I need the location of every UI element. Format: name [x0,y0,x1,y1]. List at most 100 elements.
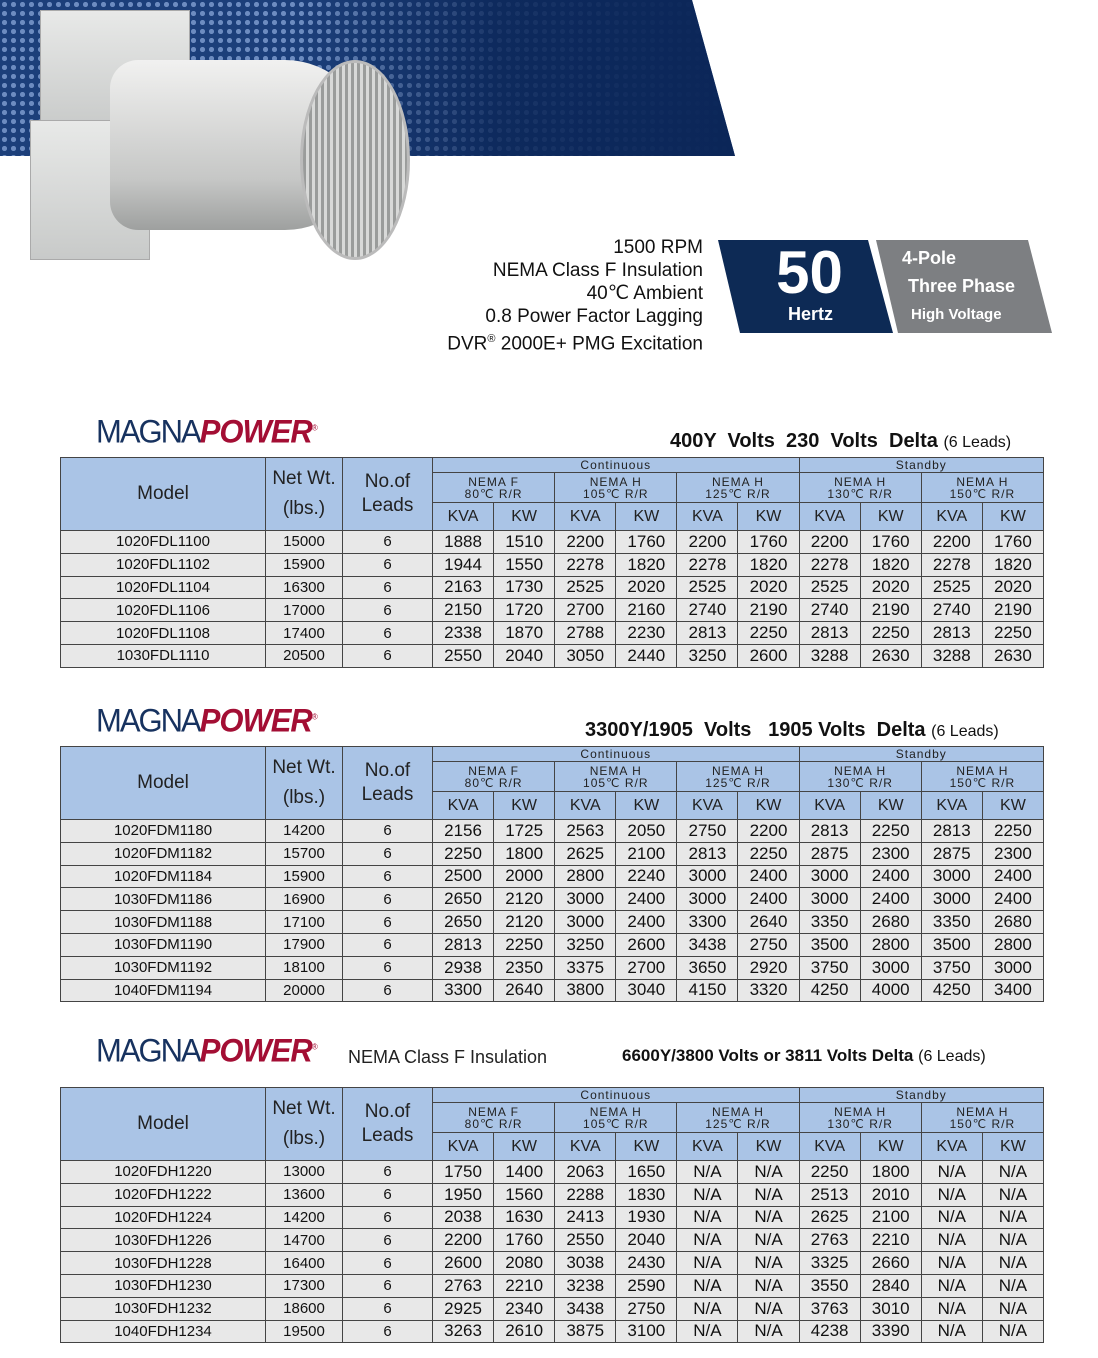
kva-cell: N/A [676,1296,739,1321]
header-net-weight: Net Wt. (lbs.) [265,1087,343,1161]
kva-cell: 4250 [920,978,983,1003]
kw-cell: 3400 [981,978,1045,1003]
net-weight-cell: 16300 [265,575,343,600]
kva-cell: 2750 [676,819,739,843]
header-kw: KW [493,502,556,531]
kva-cell: 2156 [431,819,495,843]
hertz-badge: 50 Hertz [718,240,893,333]
table-row: 1030FDM1192 18100 6 2938 2350 3375 2700 3650 292… [60,955,1045,980]
kw-cell: 1730 [493,575,556,600]
kva-cell: 3288 [920,643,983,668]
kva-cell: N/A [920,1251,983,1275]
voltage-label: 6600Y/3800 Volts or 3811 Volts Delta [622,1046,914,1065]
kva-cell: 2163 [431,575,495,600]
kw-cell: 1650 [615,1160,678,1184]
kva-cell: 2813 [920,819,983,843]
kva-cell: 2525 [920,575,983,600]
net-weight-cell: 19500 [265,1319,343,1344]
leads-cell: 6 [342,932,433,957]
header-model: Model [60,1087,266,1161]
kva-cell: 3500 [920,932,983,957]
kva-cell: 2813 [920,621,983,645]
kw-cell: 2240 [615,864,678,889]
kva-cell: 3263 [431,1319,495,1344]
kw-cell: 3040 [615,978,678,1003]
kw-cell: 2400 [859,864,922,889]
net-weight-cell: 20000 [265,978,343,1003]
voltage-heading: 3300Y/1905 Volts 1905 Volts Delta (6 Lea… [585,719,999,742]
kva-cell: 3300 [676,910,739,934]
kw-cell: N/A [737,1296,800,1321]
model-cell: 1030FDM1192 [60,955,266,980]
kva-cell: 1944 [431,552,495,577]
kw-cell: 1830 [615,1182,678,1207]
net-weight-cell: 20500 [265,643,343,668]
header-nema-rating: NEMA H 125℃ R/R [676,1102,800,1133]
header-nema-rating: NEMA F 80℃ R/R [431,761,556,792]
header-kw: KW [615,1132,678,1161]
net-weight-cell: 14200 [265,819,343,843]
kva-cell: 2813 [798,621,861,645]
model-cell: 1030FDM1186 [60,887,266,912]
kva-cell: 3000 [676,864,739,889]
kva-cell: 1888 [431,530,495,554]
kw-cell: 2350 [493,955,556,980]
kw-cell: 2080 [493,1251,556,1275]
kw-cell: 2000 [493,864,556,889]
kva-cell: N/A [676,1182,739,1207]
kva-cell: N/A [920,1160,983,1184]
model-cell: 1020FDH1224 [60,1205,266,1230]
kw-cell: 2020 [737,575,800,600]
kva-cell: 2288 [554,1182,617,1207]
kw-cell: N/A [737,1160,800,1184]
table-row: 1030FDH1230 17300 6 2763 2210 3238 2590 N/A N/A 3… [60,1273,1045,1298]
header-kw: KW [493,1132,556,1161]
pole-label: 4-Pole [902,248,957,268]
kw-cell: 3000 [859,955,922,980]
table-row: 1040FDH1234 19500 6 3263 2610 3875 3100 N/A N/A 4… [60,1319,1045,1344]
kw-cell: 2400 [737,864,800,889]
kva-cell: 2200 [676,530,739,554]
kw-cell: 2840 [859,1273,922,1298]
kw-cell: 1820 [615,552,678,577]
kva-cell: 2338 [431,621,495,645]
header-kw: KW [737,791,800,820]
hertz-value: 50 [776,239,843,306]
model-cell: 1020FDL1104 [60,575,266,600]
kva-cell: N/A [676,1205,739,1230]
header-model: Model [60,457,266,531]
kw-cell: 2250 [859,819,922,843]
kva-cell: 3000 [676,887,739,912]
kw-cell: N/A [737,1319,800,1344]
kw-cell: 2100 [615,841,678,866]
model-cell: 1020FDL1102 [60,552,266,577]
kw-cell: 2600 [615,932,678,957]
kw-cell: 1400 [493,1160,556,1184]
kw-cell: 2120 [493,910,556,934]
header-kw: KW [859,502,922,531]
kw-cell: 1800 [493,841,556,866]
kw-cell: 1930 [615,1205,678,1230]
header-kw: KW [615,502,678,531]
kw-cell: 2010 [859,1182,922,1207]
net-weight-cell: 13600 [265,1182,343,1207]
header-kw: KW [737,502,800,531]
table-row: 1030FDH1228 16400 6 2600 2080 3038 2430 N/A N/A 3… [60,1251,1045,1275]
header-kva: KVA [676,791,739,820]
kw-cell: 1630 [493,1205,556,1230]
header-kva: KVA [798,791,861,820]
kva-cell: 4150 [676,978,739,1003]
kw-cell: 2400 [981,864,1045,889]
leads-cell: 6 [342,864,433,889]
model-cell: 1020FDM1184 [60,864,266,889]
kva-cell: N/A [920,1182,983,1207]
kva-cell: 3000 [798,864,861,889]
kva-cell: 3750 [920,955,983,980]
kw-cell: 2250 [981,819,1045,843]
kw-cell: N/A [737,1182,800,1207]
kva-cell: 2550 [554,1228,617,1253]
kva-cell: N/A [676,1251,739,1275]
model-cell: 1030FDM1188 [60,910,266,934]
model-cell: 1020FDL1106 [60,598,266,623]
kw-cell: N/A [981,1205,1045,1230]
